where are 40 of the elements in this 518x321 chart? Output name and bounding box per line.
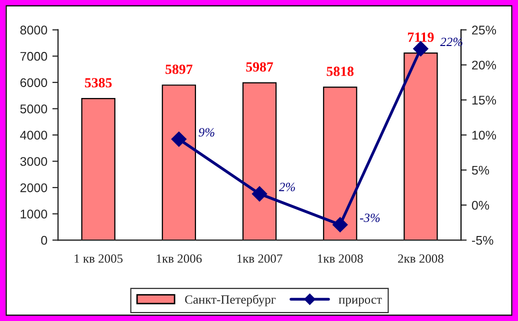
data-label: 5897: [166, 64, 192, 74]
point: [252, 186, 268, 202]
x-tick-label: 2кв 2008: [398, 254, 444, 263]
y-tick-label: 2000: [20, 183, 48, 192]
y-tick-label: 8000: [20, 26, 48, 35]
y-tick-label: 5000: [20, 104, 48, 114]
legend-label: прирост: [338, 298, 382, 306]
bar: [404, 52, 438, 240]
data-label: 9%: [198, 128, 214, 137]
x-tick-label: 1кв 2006: [156, 254, 202, 263]
data-label: 2%: [278, 182, 295, 192]
x-tick-label: 1кв 2007: [237, 254, 282, 263]
y2-tick-label: 10%: [472, 130, 496, 140]
x-tick-label: 1кв 2008: [318, 254, 363, 263]
y-tick-label: 4000: [20, 130, 48, 140]
data-label: 7119: [408, 32, 434, 42]
data-label: 5987: [246, 62, 274, 72]
y2-tick-label: 15%: [472, 96, 496, 105]
y2-tick-label: 5%: [472, 166, 490, 175]
point: [413, 41, 428, 56]
bar: [81, 98, 116, 240]
x-tick-label: 1 кв 2005: [74, 254, 123, 263]
y-tick-label: 6000: [20, 78, 48, 88]
y2-tick-label: 20%: [472, 60, 496, 70]
y2-tick-label: 0%: [472, 200, 490, 210]
y-tick-label: 7000: [20, 52, 48, 61]
data-label: 5385: [84, 78, 112, 88]
data-label: 5818: [326, 66, 354, 76]
y2-tick-label: -5%: [472, 236, 494, 245]
y-tick-label: 1000: [20, 210, 48, 218]
bar: [162, 84, 196, 240]
point: [332, 217, 348, 232]
y-tick-label: 0: [41, 236, 48, 245]
point: [171, 132, 186, 147]
y-tick-label: 3000: [20, 157, 48, 166]
legend-label: Санкт-Петербург: [185, 294, 276, 306]
bar: [323, 86, 358, 240]
y2-tick-label: 25%: [472, 26, 496, 35]
bar: [242, 82, 277, 240]
data-label: -3%: [360, 214, 380, 222]
